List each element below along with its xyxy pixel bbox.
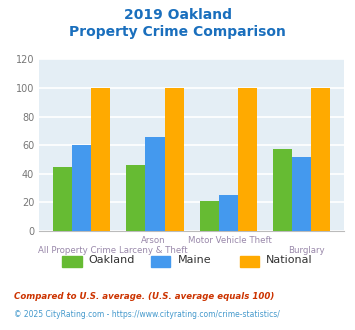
Text: 2019 Oakland: 2019 Oakland: [124, 8, 231, 22]
Bar: [72, 145, 91, 231]
Text: Property Crime Comparison: Property Crime Comparison: [69, 25, 286, 39]
Bar: [292, 157, 311, 231]
Text: Motor Vehicle Theft: Motor Vehicle Theft: [188, 236, 272, 245]
Bar: [53, 167, 72, 231]
Text: Arson: Arson: [141, 236, 166, 245]
Text: Maine: Maine: [178, 255, 211, 265]
Bar: [200, 201, 219, 231]
Text: © 2025 CityRating.com - https://www.cityrating.com/crime-statistics/: © 2025 CityRating.com - https://www.city…: [14, 310, 280, 318]
Text: All Property Crime: All Property Crime: [38, 246, 116, 255]
Text: Larceny & Theft: Larceny & Theft: [119, 246, 188, 255]
Bar: [91, 88, 110, 231]
Text: National: National: [266, 255, 313, 265]
Bar: [273, 149, 292, 231]
Bar: [311, 88, 331, 231]
Text: Burglary: Burglary: [288, 246, 324, 255]
Bar: [146, 137, 164, 231]
Bar: [219, 195, 238, 231]
Bar: [126, 165, 146, 231]
Text: Compared to U.S. average. (U.S. average equals 100): Compared to U.S. average. (U.S. average …: [14, 292, 274, 301]
Bar: [238, 88, 257, 231]
Bar: [164, 88, 184, 231]
Text: Oakland: Oakland: [89, 255, 135, 265]
